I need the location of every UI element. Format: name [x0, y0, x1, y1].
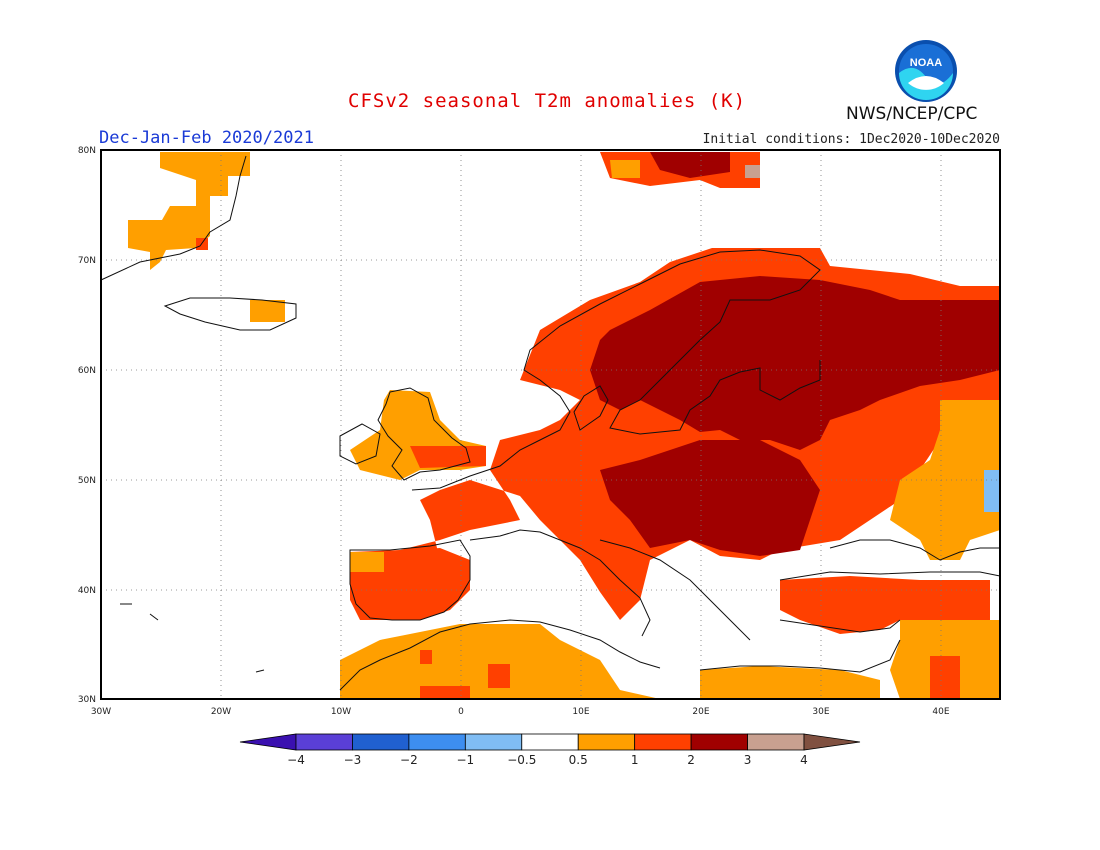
colorbar-segment — [352, 733, 410, 751]
region-iceland — [250, 300, 285, 322]
region-british-south — [410, 446, 486, 468]
region-russia-core — [590, 276, 1000, 450]
region-cold-anomaly — [984, 470, 1000, 512]
region-east-orange — [890, 400, 1000, 560]
region-africa-red-2 — [488, 664, 510, 688]
colorbar-segment — [690, 733, 748, 751]
lon-ticks: 30W 20W 10W 0 10E 20E 30E 40E — [91, 707, 950, 717]
colorbar-label: −3 — [344, 753, 362, 767]
noaa-logo: NOAA — [895, 40, 957, 102]
color-bar: −4 −3 −2 −1 −0.5 0.5 1 2 3 4 — [239, 733, 861, 767]
colorbar-segment — [634, 733, 692, 751]
lat-tick-label: 30N — [78, 695, 96, 705]
region-egypt — [700, 666, 880, 699]
region-central-core — [600, 440, 820, 556]
region-svalbard-edge — [610, 160, 640, 178]
colorbar-label: −4 — [287, 753, 305, 767]
colorbar-segment — [295, 733, 353, 751]
map-title: CFSv2 seasonal T2m anomalies (K) — [348, 90, 747, 112]
map-frame — [100, 149, 1001, 700]
lat-tick-label: 60N — [78, 366, 96, 376]
region-svalbard-east — [745, 165, 760, 178]
season-label: Dec-Jan-Feb 2020/2021 — [99, 128, 314, 148]
colorbar-segment — [464, 733, 523, 751]
lon-tick-label: 20W — [211, 707, 231, 717]
region-africa-red-1 — [420, 686, 470, 699]
colorbar-label: 0.5 — [569, 753, 588, 767]
colorbar-segment — [239, 733, 297, 751]
lat-tick-label: 50N — [78, 476, 96, 486]
colorbar-segment — [521, 733, 579, 751]
colorbar-label: −0.5 — [507, 753, 536, 767]
lat-tick-label: 40N — [78, 586, 96, 596]
colorbar-label: −2 — [400, 753, 418, 767]
lat-tick-label: 70N — [78, 256, 96, 266]
region-turkey — [780, 576, 990, 634]
lon-tick-label: 20E — [692, 707, 709, 717]
colorbar-label: 3 — [744, 753, 752, 767]
coastlines — [100, 155, 1001, 691]
region-africa-red-3 — [420, 650, 432, 664]
initial-conditions-label: Initial conditions: 1Dec2020-10Dec2020 — [702, 132, 1000, 147]
colorbar-label: 2 — [687, 753, 695, 767]
lon-tick-label: 30E — [812, 707, 829, 717]
colorbar-label: −1 — [456, 753, 474, 767]
colorbar-segment — [408, 733, 466, 751]
colorbar-segment — [747, 733, 805, 751]
lon-tick-label: 10W — [331, 707, 351, 717]
region-svalbard-core — [650, 152, 730, 178]
region-iran-red — [930, 656, 960, 699]
lat-ticks: 80N 70N 60N 50N 40N 30N — [78, 146, 96, 705]
colorbar-segment — [577, 733, 636, 751]
lon-tick-label: 30W — [91, 707, 111, 717]
colorbar-segment — [803, 733, 861, 751]
colorbar-label: 4 — [800, 753, 808, 767]
colorbar-label: 1 — [631, 753, 639, 767]
lon-tick-label: 10E — [572, 707, 589, 717]
region-greenland-coast — [128, 152, 250, 270]
lon-tick-label: 40E — [932, 707, 949, 717]
agency-label: NWS/NCEP/CPC — [846, 104, 978, 124]
lon-tick-label: 0 — [458, 707, 464, 717]
region-iberia-orange — [350, 552, 384, 572]
lat-tick-label: 80N — [78, 146, 96, 156]
noaa-logo-text: NOAA — [910, 57, 942, 69]
